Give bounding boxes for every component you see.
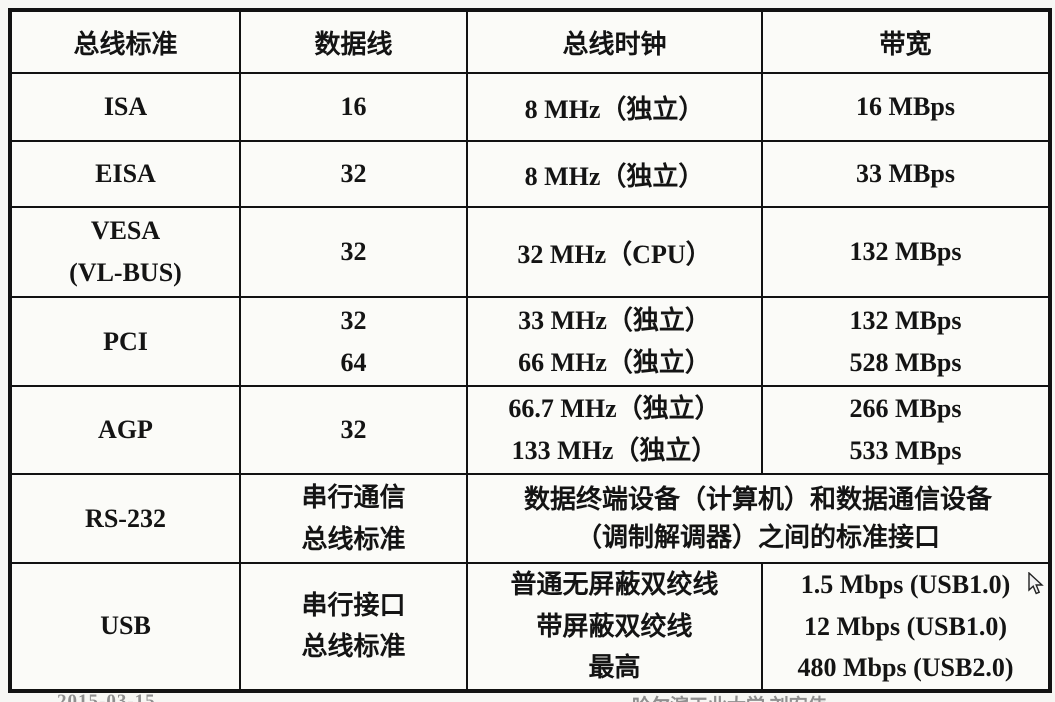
table-row-eisa: EISA 32 8 MHz（独立） 33 MBps [9, 140, 1051, 208]
table-row-usb: USB 串行接口 总线标准 普通无屏蔽双绞线 带屏蔽双绞线 最高 1.5 Mbp… [9, 562, 1051, 692]
cell-line: (VL-BUS) [69, 258, 182, 287]
cell-line: 66.7 MHz（独立） [508, 394, 721, 424]
col-header-data-lines: 数据线 [239, 9, 468, 74]
cell-clock: 8 MHz（独立） [466, 72, 763, 142]
cell-bandwidth: 1.5 Mbps (USB1.0) 12 Mbps (USB1.0) 480 M… [761, 562, 1051, 692]
cell-line: 总线标准 [301, 632, 406, 662]
cell-line: 266 MBps [849, 394, 962, 424]
cell-standard: AGP [9, 385, 241, 475]
cell-line: 528 MBps [849, 347, 962, 377]
cell-standard: RS-232 [9, 473, 241, 564]
date-watermark: 2015-03-15 [57, 691, 156, 702]
cell-line: 带屏蔽双绞线 [536, 611, 693, 641]
col-header-bandwidth: 带宽 [761, 9, 1051, 74]
cell-line: （调制解调器）之间的标准接口 [575, 522, 940, 552]
table-row-agp: AGP 32 66.7 MHz（独立） 133 MHz（独立） 266 MBps… [9, 385, 1051, 475]
cell-data-lines: 32 [239, 385, 468, 475]
cell-data-lines: 串行通信 总线标准 [239, 473, 468, 564]
cell-bandwidth: 33 MBps [761, 140, 1051, 208]
cell-line: 132 MBps [849, 305, 962, 335]
cell-standard: EISA [9, 140, 241, 208]
col-header-bus-clock: 总线时钟 [466, 9, 763, 74]
credit-watermark: 哈尔滨工业大学 刘宏伟 [632, 691, 827, 702]
cell-line: 12 Mbps (USB1.0) [804, 611, 1007, 641]
table-row-rs232: RS-232 串行通信 总线标准 数据终端设备（计算机）和数据通信设备 （调制解… [9, 473, 1051, 564]
cell-standard: USB [9, 562, 241, 692]
cell-standard: VESA (VL-BUS) [9, 206, 241, 298]
table-row-isa: ISA 16 8 MHz（独立） 16 MBps [9, 72, 1051, 142]
cell-bandwidth: 132 MBps 528 MBps [761, 296, 1051, 387]
cell-line: VESA [90, 216, 161, 246]
cell-data-lines: 32 64 [239, 296, 468, 387]
cell-line: 533 MBps [849, 436, 962, 465]
bus-standards-table: 总线标准 数据线 总线时钟 带宽 ISA 16 8 MHz（独立） 16 MBp… [8, 8, 1052, 693]
cell-line: 总线标准 [301, 524, 406, 554]
cell-line: 串行通信 [301, 482, 406, 512]
cell-clock: 66.7 MHz（独立） 133 MHz（独立） [466, 385, 763, 475]
cell-line: 480 Mbps (USB2.0) [797, 653, 1014, 683]
cell-data-lines: 32 [239, 140, 468, 208]
cell-clock: 普通无屏蔽双绞线 带屏蔽双绞线 最高 [466, 562, 763, 692]
cell-description: 数据终端设备（计算机）和数据通信设备 （调制解调器）之间的标准接口 [466, 473, 1051, 564]
cell-clock: 32 MHz（CPU） [466, 206, 763, 298]
cell-data-lines: 串行接口 总线标准 [239, 562, 468, 692]
cell-line: 133 MHz（独立） [511, 436, 718, 465]
cell-line: 数据终端设备（计算机）和数据通信设备 [523, 484, 992, 514]
table-row-pci: PCI 32 64 33 MHz（独立） 66 MHz（独立） 132 MBps… [9, 296, 1051, 387]
table-header-row: 总线标准 数据线 总线时钟 带宽 [9, 9, 1051, 74]
cell-bandwidth: 16 MBps [761, 72, 1051, 142]
cell-standard: ISA [9, 72, 241, 142]
cell-line: 66 MHz（独立） [518, 347, 711, 377]
cell-clock: 8 MHz（独立） [466, 140, 763, 208]
cell-data-lines: 32 [239, 206, 468, 298]
cell-line: 最高 [588, 653, 641, 683]
cell-data-lines: 16 [239, 72, 468, 142]
cell-line: 33 MHz（独立） [518, 305, 711, 335]
cell-clock: 33 MHz（独立） 66 MHz（独立） [466, 296, 763, 387]
cell-line: 64 [340, 347, 367, 377]
cell-line: 32 [340, 305, 367, 335]
cell-line: 普通无屏蔽双绞线 [510, 570, 719, 599]
cell-line: 串行接口 [301, 590, 406, 620]
cell-bandwidth: 266 MBps 533 MBps [761, 385, 1051, 475]
table-row-vesa: VESA (VL-BUS) 32 32 MHz（CPU） 132 MBps [9, 206, 1051, 298]
col-header-bus-standard: 总线标准 [9, 9, 241, 74]
cell-standard: PCI [9, 296, 241, 387]
cell-line: 1.5 Mbps (USB1.0) [800, 570, 1011, 599]
cell-bandwidth: 132 MBps [761, 206, 1051, 298]
